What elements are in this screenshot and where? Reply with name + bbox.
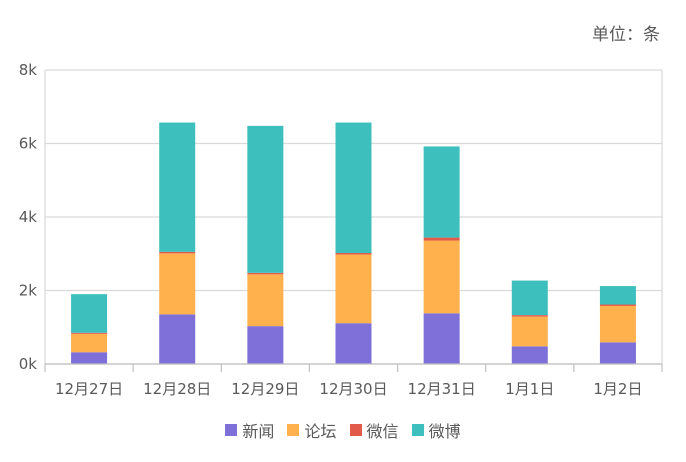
x-tick-label-2: 12月29日 <box>231 380 299 398</box>
legend-swatch-news <box>225 424 238 436</box>
x-tick-label-0: 12月27日 <box>55 380 123 398</box>
bar-5-0 <box>511 346 548 364</box>
y-tick-label-0: 0k <box>19 355 38 373</box>
bar-2-0 <box>247 326 284 364</box>
y-tick-label-3: 6k <box>19 135 38 153</box>
x-tick-label-1: 12月28日 <box>143 380 211 398</box>
bar-0-2 <box>71 332 108 334</box>
bar-0-1 <box>71 333 108 353</box>
legend-label-forum: 论坛 <box>304 422 337 441</box>
legend: 新闻 论坛 微信 微博 <box>0 418 686 442</box>
bar-0-0 <box>71 352 108 364</box>
x-tick-label-5: 1月1日 <box>505 380 554 398</box>
bar-4-0 <box>423 313 460 364</box>
legend-swatch-weibo <box>411 424 424 436</box>
legend-item-forum[interactable]: 论坛 <box>287 418 336 442</box>
bar-3-2 <box>335 253 372 255</box>
legend-label-news: 新闻 <box>242 422 275 441</box>
bar-2-1 <box>247 274 284 327</box>
bar-2-2 <box>247 272 284 275</box>
legend-item-news[interactable]: 新闻 <box>225 418 274 442</box>
legend-label-wechat: 微信 <box>366 422 399 441</box>
bar-4-2 <box>423 237 460 241</box>
bar-1-2 <box>159 251 196 254</box>
bar-0-3 <box>71 294 108 333</box>
y-tick-label-2: 4k <box>19 208 38 226</box>
legend-swatch-forum <box>287 424 300 436</box>
bar-6-2 <box>599 304 636 306</box>
legend-swatch-wechat <box>349 424 362 436</box>
legend-label-weibo: 微博 <box>428 422 461 441</box>
legend-item-wechat[interactable]: 微信 <box>349 418 399 442</box>
bar-5-1 <box>511 316 548 347</box>
bar-5-2 <box>511 315 548 317</box>
bar-3-0 <box>335 323 372 364</box>
bar-6-0 <box>599 342 636 364</box>
bar-1-1 <box>159 253 196 315</box>
bar-2-3 <box>247 125 284 273</box>
bar-5-3 <box>511 280 548 316</box>
unit-label: 单位：条 <box>592 25 660 45</box>
y-tick-label-1: 2k <box>19 282 38 300</box>
bar-4-1 <box>423 240 460 314</box>
bar-6-1 <box>599 305 636 343</box>
bar-3-1 <box>335 254 372 324</box>
legend-item-weibo[interactable]: 微博 <box>411 418 461 442</box>
bar-1-3 <box>159 122 196 252</box>
bar-4-3 <box>423 146 460 238</box>
x-tick-label-6: 1月2日 <box>593 380 642 398</box>
bar-3-3 <box>335 122 372 254</box>
x-tick-label-4: 12月31日 <box>408 380 476 398</box>
y-tick-label-4: 8k <box>19 61 38 79</box>
x-tick-label-3: 12月30日 <box>319 380 387 398</box>
bar-6-3 <box>599 286 636 305</box>
bar-1-0 <box>159 314 196 364</box>
